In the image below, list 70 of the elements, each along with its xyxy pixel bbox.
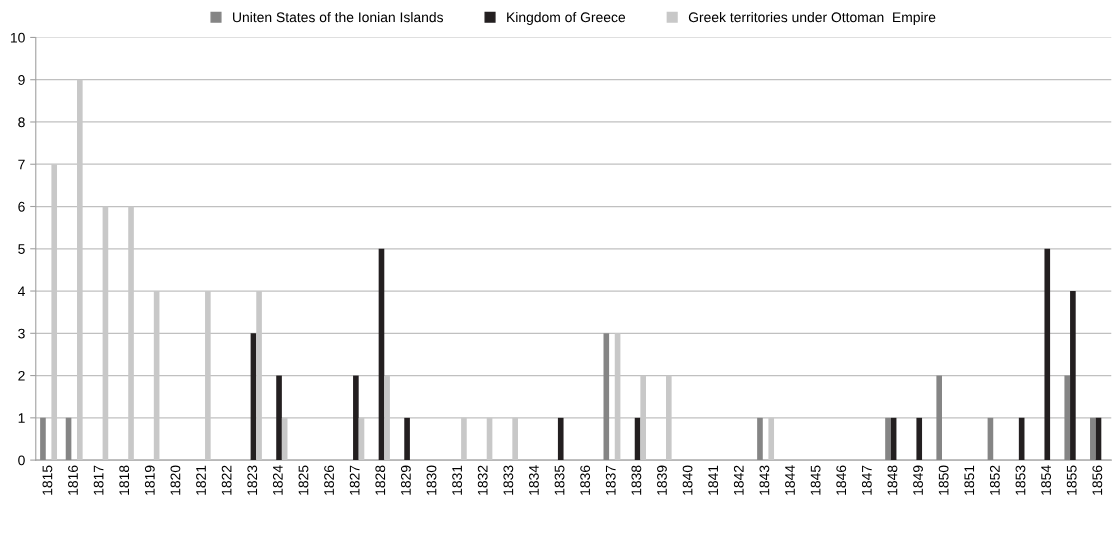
x-tick-label: 1831 [452, 465, 463, 495]
x-tick-label: 1854 [1041, 465, 1051, 495]
y-tick-label: 0 [18, 455, 25, 466]
x-tick-label: 1826 [324, 465, 334, 495]
x-tick-label: 1835 [554, 465, 565, 495]
legend-label: Uniten States of the Ionian Islands [233, 12, 444, 23]
x-tick-label: 1820 [170, 465, 181, 495]
bar [1064, 375, 1071, 461]
x-tick-label: 1838 [631, 465, 642, 495]
x-tick-label: 1823 [247, 465, 258, 495]
y-tick-label: 3 [18, 328, 25, 339]
x-tick-label: 1825 [298, 465, 309, 495]
x-tick-label: 1821 [196, 465, 206, 495]
x-tick-label: 1844 [785, 465, 795, 495]
bar [603, 333, 610, 461]
bar [276, 375, 282, 461]
y-tick-label: 5 [18, 244, 25, 254]
x-tick-label: 1837 [605, 465, 616, 495]
y-tick-label: 1 [18, 413, 25, 423]
x-tick-label: 1841 [708, 465, 719, 495]
x-tick-label: 1817 [93, 465, 104, 495]
bar [757, 417, 763, 461]
bar [1070, 291, 1076, 461]
x-tick-label: 1855 [1066, 465, 1077, 495]
x-tick-label: 1845 [810, 465, 821, 495]
y-tick-label: 4 [17, 286, 25, 297]
y-tick-label: 7 [18, 159, 25, 170]
bar [885, 417, 891, 461]
x-tick-label: 1832 [477, 465, 488, 495]
bar [916, 417, 923, 461]
x-tick-label: 1816 [68, 465, 78, 495]
x-tick-label: 1824 [272, 465, 283, 495]
bar [353, 375, 359, 461]
x-tick-label: 1843 [759, 465, 770, 495]
y-tick-label: 2 [18, 370, 25, 381]
y-tick-label: 8 [18, 117, 25, 128]
x-tick-label: 1830 [426, 465, 437, 495]
x-tick-label: 1852 [989, 465, 1000, 495]
x-tick-label: 1839 [657, 465, 667, 495]
x-tick-label: 1834 [529, 465, 539, 495]
y-tick-label: 9 [18, 75, 25, 85]
x-tick-label: 1848 [887, 465, 898, 495]
x-tick-label: 1840 [682, 465, 693, 495]
y-tick-label: 6 [18, 201, 25, 212]
bar [936, 375, 943, 461]
x-tick-label: 1847 [861, 465, 872, 495]
x-tick-label: 1836 [580, 465, 591, 495]
x-tick-label: 1827 [349, 465, 360, 495]
x-tick-label: 1850 [938, 465, 949, 495]
x-tick-label: 1829 [400, 465, 411, 495]
x-tick-label: 1856 [1092, 465, 1103, 495]
x-tick-label: 1833 [503, 465, 514, 495]
bar [1090, 417, 1096, 461]
x-tick-label: 1819 [144, 465, 155, 495]
x-tick-label: 1828 [375, 465, 386, 495]
legend-label: Kingdom of Greece [507, 12, 626, 25]
bar [404, 417, 410, 461]
x-tick-label: 1822 [221, 465, 232, 495]
x-tick-label: 1849 [913, 465, 923, 495]
legend-label: Greek territories under Ottoman Empire [688, 12, 936, 25]
x-tick-label: 1815 [42, 465, 53, 495]
x-tick-label: 1818 [119, 465, 130, 495]
bar [557, 417, 564, 461]
x-tick-label: 1853 [1015, 465, 1026, 495]
y-tick-label: 10 [10, 32, 25, 43]
bar [40, 417, 46, 461]
x-tick-label: 1846 [836, 465, 847, 495]
bar [1044, 248, 1051, 461]
x-tick-label: 1851 [964, 465, 975, 495]
x-tick-label: 1842 [733, 465, 744, 495]
